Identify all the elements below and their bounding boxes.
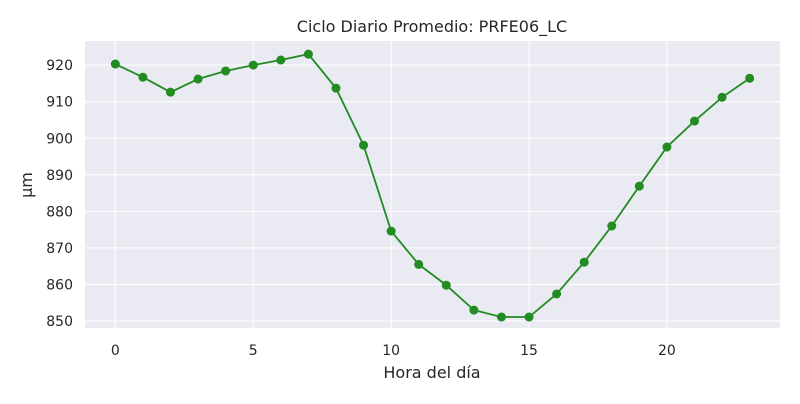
y-tick-label: 850 <box>46 314 73 330</box>
data-point <box>331 83 341 93</box>
data-point <box>248 60 258 70</box>
data-point <box>221 66 231 76</box>
x-tick-label: 5 <box>249 343 258 359</box>
data-point <box>552 289 562 299</box>
data-point <box>138 72 148 82</box>
data-point <box>690 116 700 126</box>
data-point <box>524 312 534 322</box>
data-point <box>607 221 617 231</box>
data-point <box>717 92 727 102</box>
data-point <box>745 73 755 83</box>
y-tick-label: 860 <box>46 277 73 293</box>
y-tick-label: 870 <box>46 241 73 257</box>
data-point <box>496 312 506 322</box>
data-point <box>276 55 286 65</box>
data-point <box>386 226 396 236</box>
x-axis-label: Hora del día <box>383 363 480 382</box>
data-point <box>579 257 589 267</box>
data-point <box>110 59 120 69</box>
x-tick-label: 0 <box>111 343 120 359</box>
chart-title: Ciclo Diario Promedio: PRFE06_LC <box>297 17 567 37</box>
data-point <box>359 140 369 150</box>
data-point <box>469 305 479 315</box>
data-point <box>441 280 451 290</box>
data-point <box>414 259 424 269</box>
y-tick-label: 890 <box>46 168 73 184</box>
y-tick-label: 900 <box>46 131 73 147</box>
y-tick-label: 880 <box>46 204 73 220</box>
x-tick-label: 20 <box>658 343 676 359</box>
data-point <box>193 74 203 84</box>
series-line <box>114 53 751 318</box>
tick-labels: 0 5 10 15 20 850 860 870 880 890 900 910 920 <box>46 58 676 359</box>
y-tick-label: 920 <box>46 58 73 74</box>
data-point <box>662 142 672 152</box>
data-point <box>165 87 175 97</box>
plot-area <box>85 41 780 328</box>
x-tick-label: 10 <box>382 343 400 359</box>
grid <box>85 41 780 328</box>
x-tick-label: 15 <box>520 343 538 359</box>
data-point <box>634 181 644 191</box>
y-axis-label: µm <box>17 172 36 198</box>
data-point <box>303 49 313 59</box>
series <box>110 49 755 322</box>
y-tick-label: 910 <box>46 95 73 111</box>
